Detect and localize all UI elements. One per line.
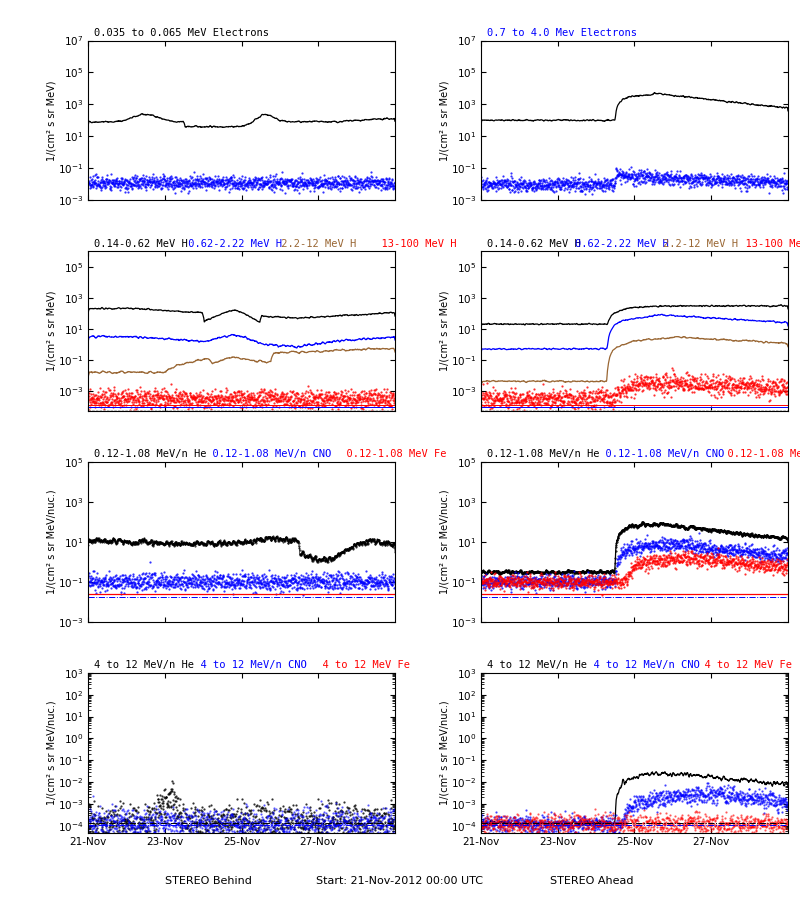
Text: 0.12-1.08 MeV/n CNO: 0.12-1.08 MeV/n CNO: [199, 449, 330, 459]
Text: 0.12-1.08 MeV/n He: 0.12-1.08 MeV/n He: [94, 449, 207, 459]
Text: 4 to 12 MeV/n CNO: 4 to 12 MeV/n CNO: [581, 660, 699, 670]
Text: 0.7 to 4.0 Mev Electrons: 0.7 to 4.0 Mev Electrons: [487, 28, 638, 38]
Y-axis label: 1/(cm² s sr MeV): 1/(cm² s sr MeV): [439, 80, 450, 160]
Text: 0.12-1.08 MeV/n He: 0.12-1.08 MeV/n He: [487, 449, 600, 459]
Y-axis label: 1/(cm² s sr MeV/nuc.): 1/(cm² s sr MeV/nuc.): [439, 490, 450, 594]
Text: 13-100 MeV H: 13-100 MeV H: [733, 238, 800, 248]
Y-axis label: 1/(cm² s sr MeV): 1/(cm² s sr MeV): [439, 291, 450, 372]
Text: Start: 21-Nov-2012 00:00 UTC: Start: 21-Nov-2012 00:00 UTC: [317, 876, 483, 886]
Text: 0.14-0.62 MeV H: 0.14-0.62 MeV H: [487, 238, 581, 248]
Text: 0.62-2.22 MeV H: 0.62-2.22 MeV H: [575, 238, 669, 248]
Text: 0.12-1.08 MeV Fe: 0.12-1.08 MeV Fe: [334, 449, 446, 459]
Y-axis label: 1/(cm² s sr MeV): 1/(cm² s sr MeV): [46, 291, 56, 372]
Text: 0.12-1.08 MeV Fe: 0.12-1.08 MeV Fe: [715, 449, 800, 459]
Text: 2.2-12 MeV H: 2.2-12 MeV H: [662, 238, 738, 248]
Text: 13-100 MeV H: 13-100 MeV H: [369, 238, 456, 248]
Text: STEREO Behind: STEREO Behind: [165, 876, 251, 886]
Text: STEREO Ahead: STEREO Ahead: [550, 876, 634, 886]
Text: 4 to 12 MeV/n He: 4 to 12 MeV/n He: [487, 660, 587, 670]
Y-axis label: 1/(cm² s sr MeV): 1/(cm² s sr MeV): [46, 80, 56, 160]
Text: 0.12-1.08 MeV/n CNO: 0.12-1.08 MeV/n CNO: [593, 449, 724, 459]
Text: 0.035 to 0.065 MeV Electrons: 0.035 to 0.065 MeV Electrons: [94, 28, 270, 38]
Y-axis label: 1/(cm² s sr MeV/nuc.): 1/(cm² s sr MeV/nuc.): [439, 700, 449, 805]
Text: 0.14-0.62 MeV H: 0.14-0.62 MeV H: [94, 238, 188, 248]
Y-axis label: 1/(cm² s sr MeV/nuc.): 1/(cm² s sr MeV/nuc.): [46, 700, 56, 805]
Text: 4 to 12 MeV Fe: 4 to 12 MeV Fe: [310, 660, 410, 670]
Text: 4 to 12 MeV Fe: 4 to 12 MeV Fe: [692, 660, 792, 670]
Text: 4 to 12 MeV/n CNO: 4 to 12 MeV/n CNO: [188, 660, 306, 670]
Y-axis label: 1/(cm² s sr MeV/nuc.): 1/(cm² s sr MeV/nuc.): [46, 490, 56, 594]
Text: 2.2-12 MeV H: 2.2-12 MeV H: [275, 238, 357, 248]
Text: 4 to 12 MeV/n He: 4 to 12 MeV/n He: [94, 660, 194, 670]
Text: 0.62-2.22 MeV H: 0.62-2.22 MeV H: [182, 238, 282, 248]
